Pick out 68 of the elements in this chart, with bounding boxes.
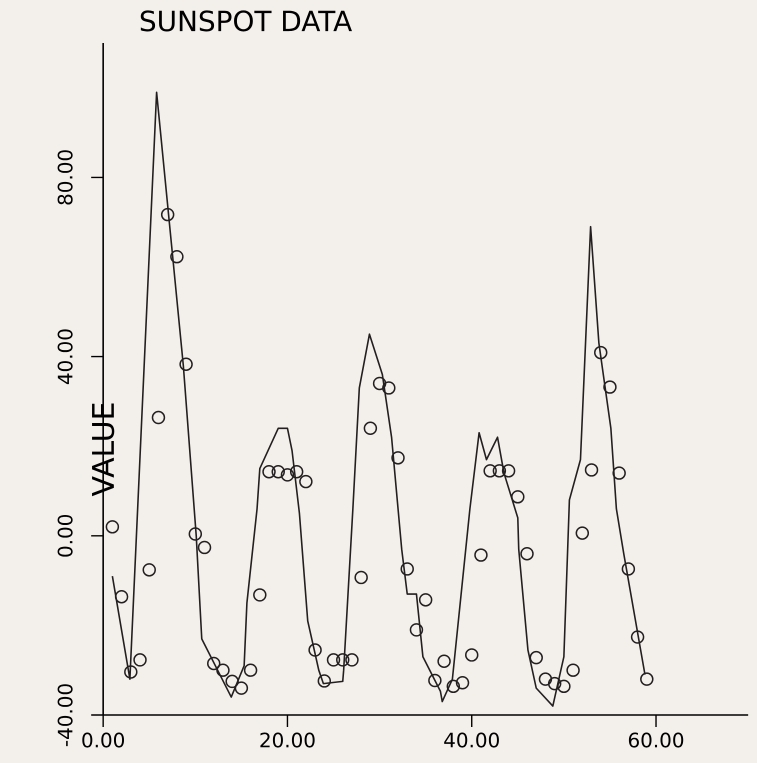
point bbox=[262, 465, 276, 478]
point bbox=[152, 410, 166, 424]
point bbox=[234, 681, 248, 695]
point bbox=[418, 593, 432, 607]
point bbox=[206, 656, 220, 670]
x-tick-label: 20.00 bbox=[260, 732, 315, 748]
point bbox=[464, 648, 478, 662]
point bbox=[170, 250, 184, 264]
point bbox=[326, 653, 340, 667]
point bbox=[345, 653, 359, 667]
point bbox=[428, 674, 442, 688]
point bbox=[520, 546, 534, 560]
point bbox=[198, 540, 212, 554]
point bbox=[179, 357, 193, 371]
chart-title: SUNSPOT DATA bbox=[140, 10, 352, 32]
point bbox=[382, 381, 396, 395]
point bbox=[483, 464, 497, 478]
point bbox=[400, 562, 414, 576]
point bbox=[244, 663, 258, 677]
point bbox=[557, 680, 571, 694]
point bbox=[594, 346, 608, 360]
x-tick-label: 60.00 bbox=[628, 732, 684, 748]
point bbox=[364, 422, 378, 436]
point bbox=[372, 376, 386, 390]
point bbox=[391, 451, 405, 465]
y-tick-label: 40.00 bbox=[58, 329, 73, 384]
point bbox=[280, 468, 294, 482]
point bbox=[446, 680, 460, 694]
point bbox=[188, 527, 202, 541]
point bbox=[354, 570, 368, 584]
point bbox=[253, 588, 266, 602]
point bbox=[160, 208, 174, 222]
point bbox=[299, 474, 313, 488]
point bbox=[124, 665, 138, 679]
point bbox=[142, 563, 156, 577]
point bbox=[271, 465, 285, 478]
point bbox=[622, 562, 636, 576]
point bbox=[456, 676, 470, 690]
point bbox=[106, 520, 120, 534]
point bbox=[612, 466, 626, 480]
point bbox=[216, 663, 230, 677]
point bbox=[410, 623, 424, 637]
point bbox=[318, 674, 331, 688]
point bbox=[529, 650, 543, 664]
point bbox=[640, 672, 654, 686]
y-tick-label: -40.00 bbox=[58, 684, 73, 746]
point bbox=[575, 526, 589, 540]
point bbox=[630, 630, 644, 644]
point bbox=[114, 590, 128, 604]
point bbox=[548, 676, 562, 690]
point bbox=[336, 653, 350, 667]
point bbox=[225, 674, 239, 688]
point bbox=[290, 465, 304, 478]
point bbox=[308, 643, 322, 657]
point bbox=[603, 380, 617, 394]
y-tick-label: 80.00 bbox=[58, 150, 73, 205]
point bbox=[511, 490, 524, 504]
point bbox=[474, 548, 488, 562]
point bbox=[133, 653, 147, 667]
x-tick-label: 0.00 bbox=[82, 732, 124, 748]
x-tick-label: 40.00 bbox=[444, 732, 499, 748]
point bbox=[502, 464, 516, 478]
point bbox=[437, 654, 451, 668]
point bbox=[584, 463, 598, 477]
point bbox=[538, 672, 552, 686]
point bbox=[566, 663, 580, 677]
point bbox=[492, 464, 506, 478]
y-tick-label: 0.00 bbox=[58, 514, 73, 557]
